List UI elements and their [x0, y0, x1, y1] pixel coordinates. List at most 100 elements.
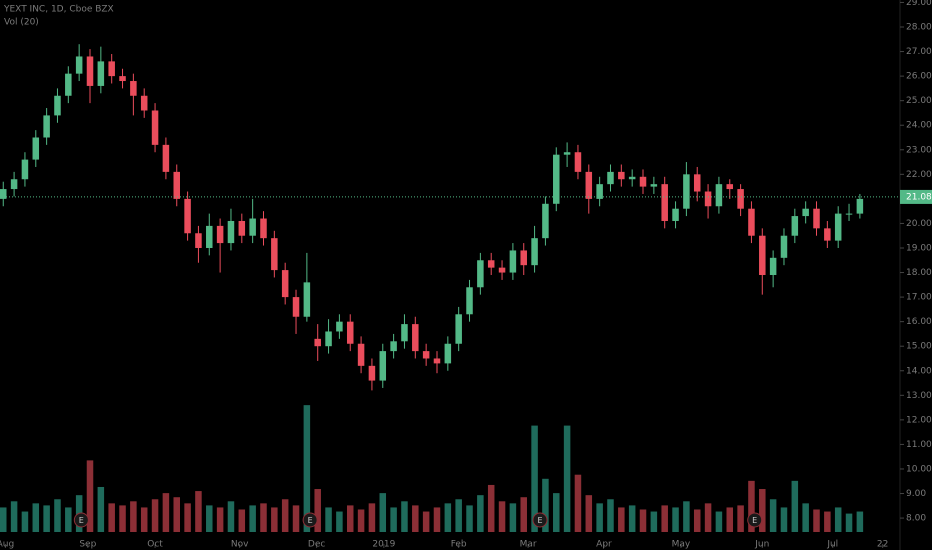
- y-tick-label: 22.00: [906, 170, 932, 180]
- candle-body: [227, 220, 235, 244]
- candle-body: [607, 171, 614, 185]
- y-tick-label: 18.00: [906, 268, 932, 278]
- earnings-label: E: [752, 516, 757, 525]
- x-tick-label: Jul: [826, 540, 838, 550]
- volume-bar: [845, 513, 853, 532]
- volume-bar: [802, 503, 809, 532]
- y-tick-label: 24.00: [906, 121, 932, 131]
- volume-bar: [292, 505, 300, 532]
- candle-body: [856, 198, 864, 214]
- volume-bar: [108, 503, 115, 532]
- candle-body: [184, 198, 191, 234]
- candle-body: [683, 174, 690, 209]
- volume-bar: [401, 501, 408, 532]
- volume-bar: [21, 511, 29, 532]
- x-tick-label: Sep: [79, 540, 96, 550]
- volume-bar: [65, 507, 72, 532]
- candle-body: [173, 171, 180, 199]
- candle-body: [281, 270, 289, 298]
- volume-bar: [769, 499, 777, 532]
- volume-bar: [498, 501, 506, 532]
- volume-bar: [10, 501, 18, 532]
- candle-body: [21, 159, 29, 180]
- candle-body: [140, 95, 148, 111]
- earnings-marker: [302, 512, 318, 528]
- volume-bar: [0, 507, 7, 532]
- volume-bar: [140, 507, 148, 532]
- volume-bar: [151, 499, 159, 532]
- candle-body: [455, 314, 462, 344]
- candle-body: [563, 152, 571, 155]
- candle-body: [704, 191, 712, 207]
- volume-bar: [260, 503, 267, 532]
- candle-body: [693, 174, 701, 192]
- volume-bar: [563, 425, 571, 532]
- volume-bar: [368, 503, 376, 532]
- volume-bar: [130, 501, 137, 532]
- volume-bar: [346, 505, 354, 532]
- volume-bar: [162, 493, 170, 532]
- y-tick-label: 26.00: [906, 72, 932, 82]
- volume-bar: [281, 499, 289, 532]
- volume-bar: [628, 505, 636, 532]
- candle-body: [97, 61, 105, 86]
- candle-body: [520, 250, 527, 266]
- candle-body: [10, 179, 18, 190]
- candle-body: [769, 257, 777, 275]
- earnings-marker: [532, 512, 548, 528]
- candle-body: [130, 81, 137, 96]
- price-layer: [0, 44, 864, 391]
- candle-body: [585, 171, 593, 199]
- candle-body: [628, 176, 636, 180]
- volume-bar: [238, 509, 246, 532]
- volume-bar: [455, 499, 462, 532]
- volume-bar: [715, 511, 723, 532]
- last-price-box: [900, 189, 932, 204]
- candle-body: [54, 95, 61, 116]
- volume-bar: [487, 484, 495, 532]
- x-tick-label: Dec: [308, 540, 325, 550]
- volume-bar: [531, 425, 538, 532]
- x-tick-label: Oct: [147, 540, 163, 550]
- y-tick-label: 20.00: [906, 219, 932, 229]
- candle-body: [726, 184, 734, 190]
- volume-legend: Vol (20): [4, 18, 39, 28]
- candle-body: [780, 235, 788, 258]
- candle-body: [346, 321, 354, 344]
- x-tick-label: May: [672, 540, 691, 550]
- candle-body: [292, 297, 300, 317]
- volume-bar: [466, 505, 473, 532]
- last-price-label: 21.08: [906, 192, 932, 202]
- volume-bar: [737, 505, 744, 532]
- volume-bar: [780, 507, 788, 532]
- volume-bar: [412, 505, 419, 532]
- earnings-marker: [747, 512, 763, 528]
- volume-bar: [607, 499, 614, 532]
- candle-body: [75, 56, 83, 74]
- volume-bar: [173, 497, 180, 532]
- earnings-marker: [73, 512, 89, 528]
- candle-body: [32, 137, 40, 160]
- chart-title: YEXT INC, 1D, Cboe BZX: [3, 5, 114, 15]
- candle-body: [195, 233, 202, 248]
- volume-bar: [585, 495, 593, 532]
- volume-bar: [834, 507, 842, 532]
- earnings-label: E: [537, 516, 542, 525]
- candle-body: [509, 250, 517, 273]
- x-tick-label: Mar: [520, 540, 537, 550]
- volume-bar: [618, 507, 625, 532]
- volume-bar: [227, 501, 235, 532]
- x-tick-label: Feb: [451, 540, 467, 550]
- y-tick-label: 17.00: [906, 293, 932, 303]
- volume-bar: [390, 507, 397, 532]
- volume-bar: [303, 405, 311, 532]
- candle-body: [542, 203, 549, 239]
- volume-bar: [379, 493, 387, 532]
- candle-body: [325, 331, 332, 347]
- volume-bar: [433, 507, 441, 532]
- volume-bar: [856, 511, 864, 532]
- y-tick-label: 19.00: [906, 243, 932, 253]
- candle-body: [650, 184, 658, 187]
- candle-body: [553, 154, 560, 204]
- volume-bar: [813, 509, 820, 532]
